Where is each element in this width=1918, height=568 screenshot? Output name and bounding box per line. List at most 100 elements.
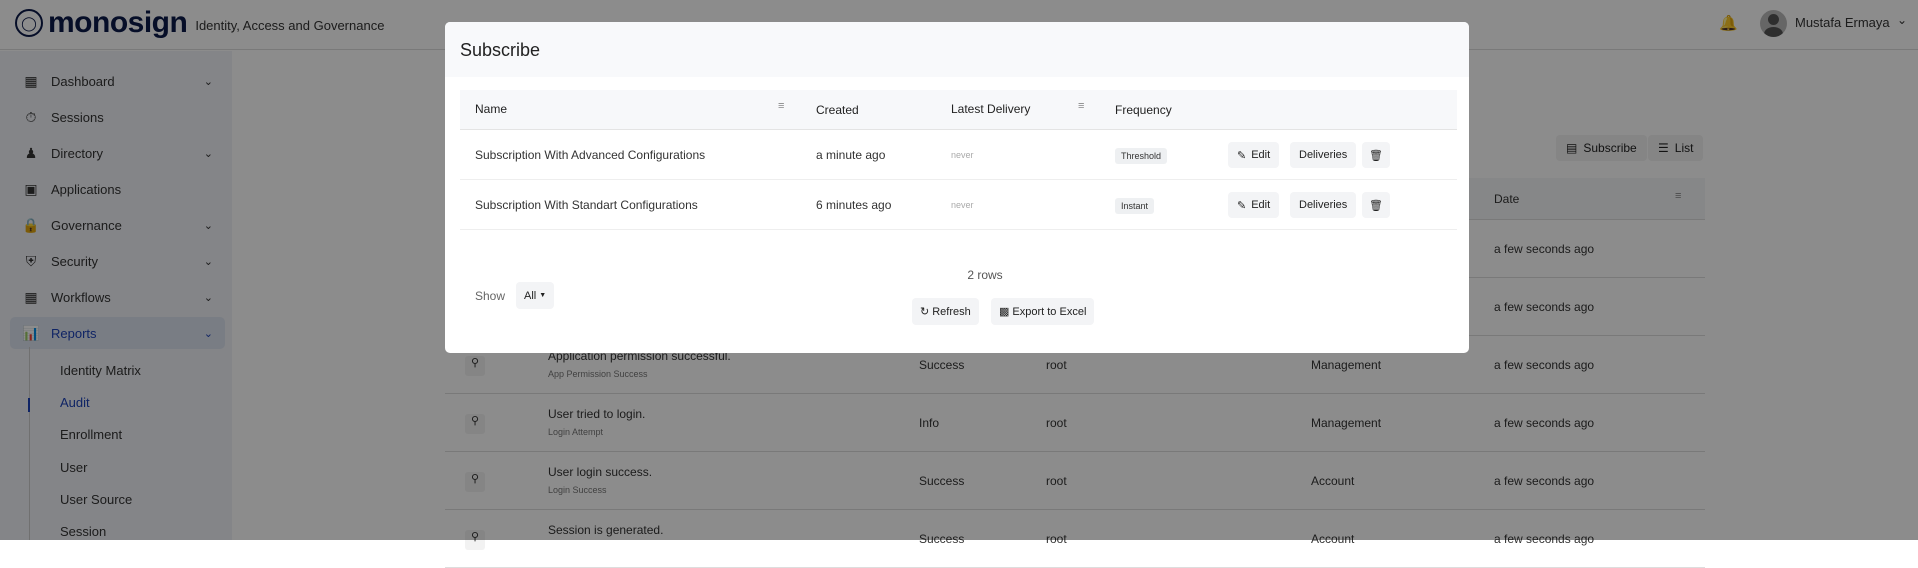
latest-delivery-header[interactable]: Latest Delivery: [951, 102, 1031, 116]
sidebar-item-dashboard[interactable]: ▦ Dashboard ⌄: [10, 65, 225, 97]
chevron-down-icon: ⌄: [203, 75, 213, 88]
search-icon[interactable]: ⚲: [465, 472, 485, 492]
apps-icon: ▣: [24, 180, 38, 197]
subscribe-button[interactable]: ▤ Subscribe: [1556, 135, 1647, 161]
sort-icon[interactable]: ≡: [1675, 190, 1682, 202]
lock-icon: 🔒: [22, 216, 40, 233]
sidebar-item-workflows[interactable]: ▦ Workflows ⌄: [10, 281, 225, 313]
frequency-badge: Instant: [1115, 198, 1155, 214]
name-header[interactable]: Name: [475, 102, 508, 116]
delete-button[interactable]: 🗑: [1362, 192, 1390, 218]
edit-button[interactable]: ✎ Edit: [1228, 142, 1280, 168]
sidebar-sub-audit[interactable]: Audit: [60, 395, 90, 410]
list-label: List: [1674, 141, 1694, 155]
excel-icon: ▩: [999, 306, 1010, 318]
sidebar-item-label: Dashboard: [51, 73, 115, 89]
caret-down-icon: ▼: [539, 292, 547, 299]
edit-button[interactable]: ✎ Edit: [1228, 192, 1280, 218]
table-row: Subscription With Advanced Configuration…: [460, 130, 1457, 180]
user: root: [1046, 358, 1067, 372]
delete-button[interactable]: 🗑: [1362, 142, 1390, 168]
shield-icon: ⛨: [25, 252, 37, 269]
export-excel-button[interactable]: ▩ Export to Excel: [991, 298, 1095, 325]
sort-icon[interactable]: ≡: [1078, 100, 1085, 112]
sidebar-sub-user-source[interactable]: User Source: [60, 492, 133, 507]
category: Management: [1311, 358, 1382, 372]
date: a few seconds ago: [1494, 242, 1595, 256]
edit-icon: ✎: [1237, 149, 1247, 162]
sidebar-item-reports[interactable]: 📊 Reports ⌄: [10, 317, 225, 349]
chevron-down-icon: ⌄: [203, 327, 213, 340]
brand-name: monosign: [48, 6, 188, 39]
sort-icon[interactable]: ≡: [778, 100, 785, 112]
search-icon[interactable]: ⚲: [465, 356, 485, 376]
user: root: [1046, 474, 1067, 488]
bulb-logo-icon: ◯: [15, 9, 43, 37]
refresh-icon: ↻: [920, 306, 930, 318]
bell-icon[interactable]: 🔔: [1719, 15, 1738, 32]
sidebar-sub-enrollment[interactable]: Enrollment: [60, 427, 123, 442]
sidebar-item-label: Sessions: [51, 109, 104, 125]
created: a minute ago: [816, 148, 886, 162]
modal-title: Subscribe: [445, 22, 1469, 77]
sidebar-item-label: Governance: [51, 217, 122, 233]
sidebar-item-governance[interactable]: 🔒 Governance ⌄: [10, 209, 225, 241]
user-name[interactable]: Mustafa Ermaya: [1795, 15, 1890, 30]
submenu-line: [29, 347, 30, 540]
date: a few seconds ago: [1494, 416, 1595, 430]
edit-label: Edit: [1251, 149, 1271, 161]
sidebar-item-label: Applications: [51, 181, 122, 197]
chevron-down-icon[interactable]: ⌄: [1897, 13, 1908, 27]
refresh-label: Refresh: [932, 305, 971, 318]
sidebar-sub-user[interactable]: User: [60, 460, 88, 475]
deliveries-button[interactable]: Deliveries: [1290, 192, 1357, 218]
category: Account: [1311, 474, 1355, 488]
reports-icon: 📊: [22, 324, 40, 341]
status: Success: [919, 474, 965, 488]
active-indicator: [28, 398, 30, 412]
sidebar-item-security[interactable]: ⛨ Security ⌄: [10, 245, 225, 277]
subscription-name: Subscription With Standart Configuration…: [475, 198, 698, 212]
date: a few seconds ago: [1494, 474, 1595, 488]
status: Info: [919, 416, 940, 430]
date: a few seconds ago: [1494, 358, 1595, 372]
sidebar-sub-session[interactable]: Session: [60, 524, 107, 539]
subscribe-label: Subscribe: [1583, 141, 1637, 155]
row-count: 2 rows: [967, 268, 1003, 282]
dashboard-icon: ▦: [24, 72, 38, 89]
sidebar-item-directory[interactable]: ♟ Directory ⌄: [10, 137, 225, 169]
sidebar-item-label: Security: [51, 253, 98, 269]
search-icon[interactable]: ⚲: [465, 414, 485, 434]
tagline: Identity, Access and Governance: [195, 17, 385, 33]
sidebar-item-applications[interactable]: ▣ Applications: [10, 173, 225, 205]
event-type: Login Attempt: [548, 427, 604, 437]
edit-icon: ✎: [1237, 199, 1247, 212]
latest-delivery: never: [951, 200, 974, 210]
users-icon: ♟: [24, 144, 38, 161]
user: root: [1046, 416, 1067, 430]
edit-label: Edit: [1251, 199, 1271, 211]
subscribe-modal: Subscribe Name ≡ Created Latest Delivery…: [445, 22, 1469, 353]
sidebar: ▦ Dashboard ⌄ ⏱ Sessions ♟ Directory ⌄ ▣ Appli…: [0, 51, 232, 540]
table-header: Name ≡ Created Latest Delivery ≡ Frequen…: [460, 90, 1457, 130]
chevron-down-icon: ⌄: [203, 291, 213, 304]
event-type: App Permission Success: [548, 369, 648, 379]
chevron-down-icon: ⌄: [203, 147, 213, 160]
list-button[interactable]: ☰ List: [1648, 135, 1704, 161]
date-header[interactable]: Date: [1494, 192, 1520, 206]
event-type: Login Success: [548, 485, 607, 495]
frequency-header[interactable]: Frequency: [1115, 103, 1172, 117]
status: Success: [919, 358, 965, 372]
document-icon: ▤: [1566, 141, 1578, 155]
message: User login success.: [548, 465, 653, 479]
show-select[interactable]: All ▼: [516, 282, 555, 309]
sidebar-sub-identity-matrix[interactable]: Identity Matrix: [60, 363, 141, 378]
deliveries-label: Deliveries: [1299, 199, 1348, 211]
refresh-button[interactable]: ↻ Refresh: [912, 298, 979, 325]
avatar[interactable]: [1760, 10, 1787, 37]
table-row: Subscription With Standart Configuration…: [460, 180, 1457, 230]
deliveries-button[interactable]: Deliveries: [1290, 142, 1357, 168]
created-header[interactable]: Created: [816, 103, 859, 117]
sidebar-item-sessions[interactable]: ⏱ Sessions: [10, 101, 225, 133]
logo[interactable]: ◯ monosign Identity, Access and Governan…: [15, 8, 384, 38]
